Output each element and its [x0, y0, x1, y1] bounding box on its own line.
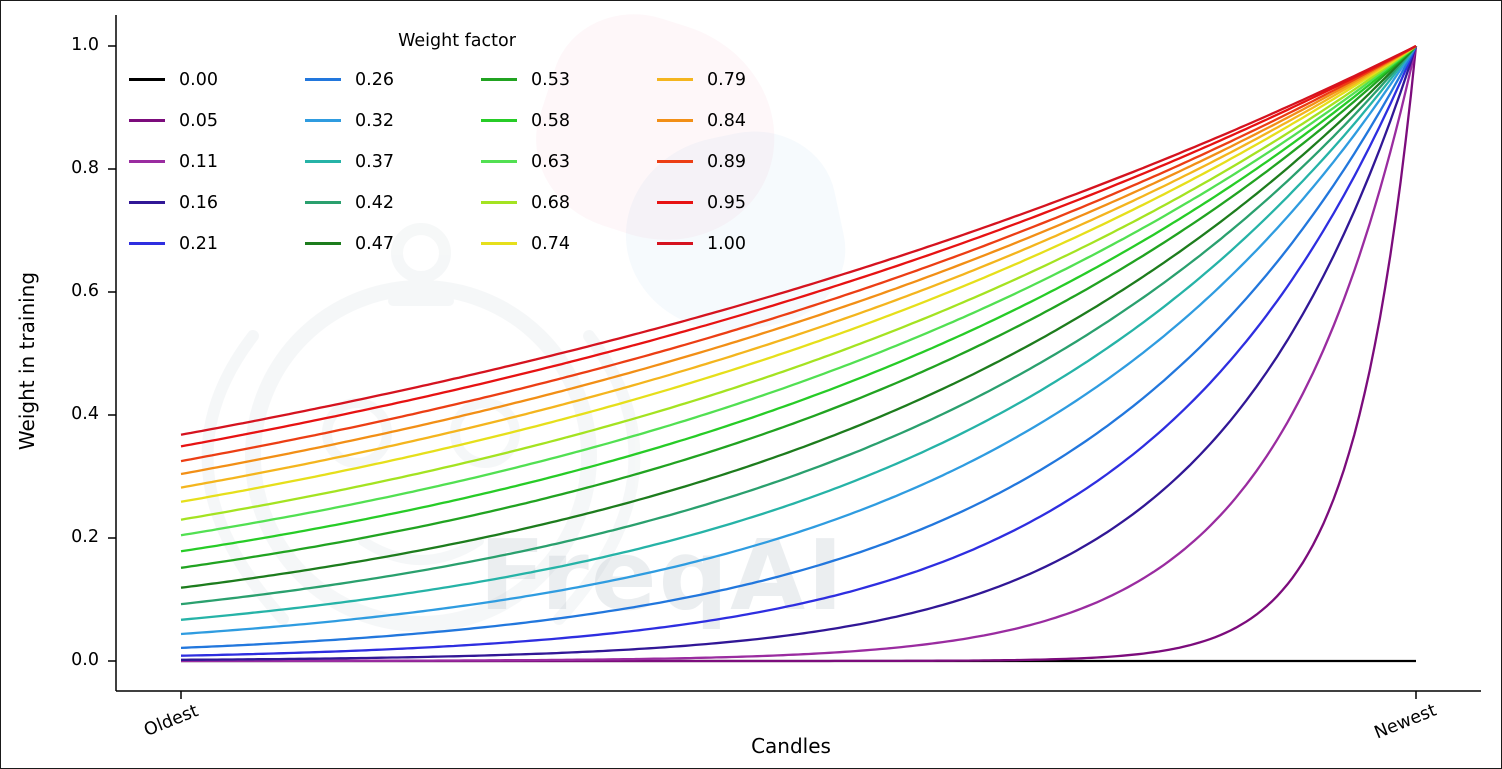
legend-item-0.26: 0.26: [305, 59, 481, 100]
series-lines: [180, 44, 1418, 663]
series-line-0.32: [180, 45, 1417, 636]
legend-line-swatch: [481, 242, 517, 245]
legend-line-swatch: [305, 119, 341, 122]
series-line-1.00: [180, 44, 1417, 436]
legend-item-label: 0.63: [531, 151, 570, 172]
axes-spines: [115, 15, 1481, 692]
legend-item-label: 0.95: [707, 192, 746, 213]
legend-item-0.42: 0.42: [305, 182, 481, 223]
legend-item-0.37: 0.37: [305, 141, 481, 182]
legend-line-swatch: [129, 160, 165, 163]
series-line-0.21: [180, 45, 1418, 657]
legend-item-label: 0.16: [179, 192, 218, 213]
legend-item-0.95: 0.95: [657, 182, 833, 223]
legend-line-swatch: [305, 201, 341, 204]
legend-line-swatch: [481, 201, 517, 204]
legend-line-swatch: [481, 78, 517, 81]
watermark-logo-icon: [201, 223, 641, 632]
series-line-0.16: [181, 45, 1418, 661]
series-line-0.58: [180, 45, 1417, 553]
series-line-0.68: [180, 45, 1417, 521]
legend-item-label: 0.26: [355, 69, 394, 90]
y-tick-label: 0.8: [71, 158, 99, 178]
legend-item-0.89: 0.89: [657, 141, 833, 182]
legend-item-label: 0.00: [179, 69, 218, 90]
series-line-0.95: [180, 44, 1417, 448]
x-axis-label: Candles: [751, 734, 831, 758]
legend-item-label: 0.21: [179, 233, 218, 254]
legend-line-swatch: [305, 160, 341, 163]
y-tick-label: 0.2: [71, 527, 99, 547]
legend-item-0.00: 0.00: [129, 59, 305, 100]
series-line-0.63: [180, 45, 1417, 537]
legend-item-0.63: 0.63: [481, 141, 657, 182]
legend-item-label: 0.89: [707, 151, 746, 172]
legend-item-label: 0.11: [179, 151, 218, 172]
legend: Weight factor 0.00 0.05 0.11 0.16 0.21 0.26 0.…: [129, 31, 833, 264]
series-line-0.89: [180, 45, 1417, 463]
legend-line-swatch: [657, 242, 693, 245]
legend-grid: 0.00 0.05 0.11 0.16 0.21 0.26 0.32 0.37 0.42 0.47…: [129, 59, 833, 264]
legend-item-label: 0.84: [707, 110, 746, 131]
y-axis-label: Weight in training: [15, 271, 39, 451]
legend-item-label: 0.58: [531, 110, 570, 131]
series-line-0.53: [180, 45, 1417, 569]
series-line-0.42: [180, 45, 1417, 606]
legend-line-swatch: [305, 78, 341, 81]
legend-item-0.32: 0.32: [305, 100, 481, 141]
legend-item-0.79: 0.79: [657, 59, 833, 100]
legend-item-0.16: 0.16: [129, 182, 305, 223]
legend-line-swatch: [129, 201, 165, 204]
series-line-0.47: [180, 45, 1417, 589]
series-line-0.74: [180, 45, 1417, 503]
legend-item-0.53: 0.53: [481, 59, 657, 100]
legend-line-swatch: [305, 242, 341, 245]
legend-line-swatch: [657, 119, 693, 122]
legend-line-swatch: [657, 78, 693, 81]
y-tick-label: 1.0: [71, 35, 99, 55]
legend-item-label: 0.47: [355, 233, 394, 254]
legend-line-swatch: [657, 160, 693, 163]
y-tick-label: 0.4: [71, 404, 99, 424]
series-line-0.11: [181, 45, 1418, 663]
legend-line-swatch: [129, 78, 165, 81]
series-line-0.37: [180, 45, 1417, 621]
legend-line-swatch: [129, 242, 165, 245]
legend-item-0.47: 0.47: [305, 223, 481, 264]
y-tick-label: 0.6: [71, 281, 99, 301]
legend-item-0.11: 0.11: [129, 141, 305, 182]
legend-item-0.58: 0.58: [481, 100, 657, 141]
legend-item-0.74: 0.74: [481, 223, 657, 264]
series-line-0.84: [180, 45, 1417, 476]
legend-title: Weight factor: [398, 31, 516, 51]
tick-marks: [108, 45, 1417, 699]
legend-item-label: 0.05: [179, 110, 218, 131]
legend-line-swatch: [129, 119, 165, 122]
legend-item-label: 0.37: [355, 151, 394, 172]
legend-item-label: 0.79: [707, 69, 746, 90]
legend-item-label: 0.68: [531, 192, 570, 213]
legend-line-swatch: [481, 160, 517, 163]
legend-line-swatch: [657, 201, 693, 204]
series-line-0.79: [180, 45, 1417, 489]
legend-item-0.68: 0.68: [481, 182, 657, 223]
legend-item-1.00: 1.00: [657, 223, 833, 264]
y-tick-label: 0.0: [71, 650, 99, 670]
legend-item-0.05: 0.05: [129, 100, 305, 141]
legend-item-label: 0.74: [531, 233, 570, 254]
legend-item-label: 0.32: [355, 110, 394, 131]
legend-item-label: 1.00: [707, 233, 746, 254]
legend-item-0.84: 0.84: [657, 100, 833, 141]
legend-item-label: 0.42: [355, 192, 394, 213]
legend-line-swatch: [481, 119, 517, 122]
legend-item-0.21: 0.21: [129, 223, 305, 264]
legend-item-label: 0.53: [531, 69, 570, 90]
series-line-0.26: [180, 45, 1418, 650]
